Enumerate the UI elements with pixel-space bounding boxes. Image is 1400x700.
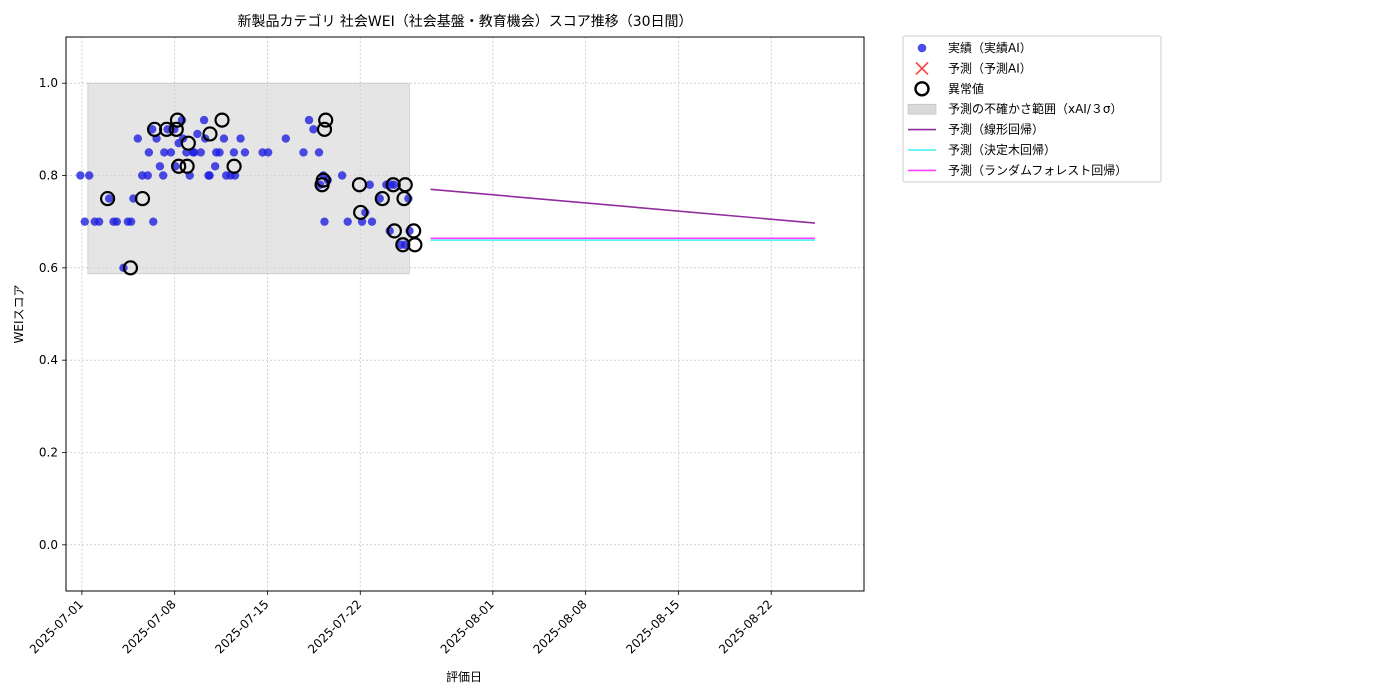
- anomaly-marker: [353, 204, 369, 221]
- anomaly-marker: [202, 126, 218, 142]
- anomaly-marker: [122, 260, 139, 276]
- actual-point: [343, 217, 352, 226]
- actual-point: [159, 171, 168, 180]
- legend-label: 実績（実績AI）: [948, 40, 1032, 55]
- legend-swatch-actual: [917, 43, 927, 53]
- anomaly-marker: [318, 112, 334, 128]
- x-tick-label: 2025-08-22: [716, 597, 775, 656]
- actual-point: [144, 148, 154, 157]
- x-axis-title: 評価日: [446, 669, 482, 684]
- actual-point: [166, 148, 176, 157]
- actual-point: [94, 217, 104, 226]
- actual-point: [240, 148, 250, 157]
- x-tick-label: 2025-07-22: [305, 597, 364, 656]
- legend-label: 予測（予測AI）: [948, 61, 1032, 75]
- actual-point: [375, 194, 384, 203]
- legend-label: 予測（決定木回帰）: [948, 142, 1056, 157]
- actual-point: [210, 162, 220, 171]
- actual-point: [109, 217, 118, 226]
- anomaly-marker: [134, 190, 151, 207]
- anomaly-marker: [169, 112, 186, 128]
- legend-swatch-band: [907, 103, 937, 115]
- y-tick-label: 0.0: [39, 538, 58, 552]
- actual-point: [236, 134, 245, 143]
- y-tick-label: 0.8: [39, 169, 58, 183]
- legend-swatch-forecast: [915, 61, 929, 75]
- actual-point: [193, 129, 202, 139]
- legend-frame: [902, 35, 1162, 183]
- forecast-line: [430, 188, 816, 224]
- actual-point: [281, 134, 291, 143]
- legend-swatch-anomaly: [914, 81, 930, 97]
- y-axis-title: WEIスコア: [12, 285, 26, 344]
- actual-point: [155, 162, 165, 171]
- legend-label: 予測（線形回帰）: [948, 122, 1044, 137]
- legend-label: 予測の不確かさ範囲（xAI/３σ）: [948, 101, 1123, 116]
- x-tick-label: 2025-07-08: [120, 597, 179, 656]
- actual-point: [219, 134, 229, 143]
- anomaly-marker: [159, 121, 175, 137]
- anomaly-marker: [314, 177, 330, 193]
- plot-area: 0.0 0.2 0.4 0.6 0.8 1.0 2025-07-01 2025-07-08 20…: [27, 36, 865, 656]
- actual-point: [263, 148, 273, 157]
- actual-point: [160, 148, 169, 157]
- y-tick-label: 0.2: [39, 446, 58, 460]
- legend-swatch-x-stroke: [915, 61, 929, 75]
- chart-title: 新製品カテゴリ 社会WEI（社会基盤・教育機会）スコア推移（30日間）: [237, 13, 692, 30]
- actual-point: [309, 125, 318, 134]
- y-tick-label: 0.4: [39, 353, 58, 367]
- actual-point: [143, 171, 152, 180]
- actual-point: [196, 148, 205, 157]
- x-tick-label: 2025-07-01: [27, 597, 86, 656]
- anomaly-marker: [351, 177, 368, 193]
- anomaly-marker: [99, 190, 116, 207]
- anomaly-marker: [374, 190, 390, 207]
- actual-point: [229, 148, 239, 157]
- y-tick-label: 1.0: [39, 76, 58, 90]
- actual-point: [189, 148, 199, 157]
- anomaly-marker: [180, 135, 196, 151]
- legend-label: 異常値: [948, 81, 984, 96]
- actual-point: [147, 125, 157, 134]
- plot-frame: [65, 36, 865, 592]
- anomaly-marker: [386, 223, 402, 239]
- actual-point: [314, 148, 324, 157]
- anomaly-marker: [171, 158, 187, 174]
- actual-point: [304, 115, 314, 125]
- actual-point: [76, 171, 85, 180]
- actual-point: [84, 171, 94, 180]
- anomaly-marker: [406, 223, 422, 239]
- anomaly-marker: [168, 121, 184, 137]
- actual-point: [104, 194, 114, 203]
- actual-point: [299, 148, 308, 157]
- actual-point: [212, 148, 221, 157]
- actual-point: [80, 217, 89, 226]
- anomaly-marker: [214, 112, 230, 128]
- anomaly-marker: [396, 190, 412, 207]
- x-tick-label: 2025-08-08: [531, 597, 590, 656]
- x-tick-label: 2025-08-01: [438, 597, 497, 656]
- actual-point: [149, 217, 158, 226]
- anomaly-marker: [316, 121, 333, 137]
- x-tick-label: 2025-08-15: [623, 597, 682, 656]
- anomaly-marker: [179, 158, 195, 174]
- actual-point: [320, 217, 329, 226]
- anomaly-marker: [226, 158, 242, 174]
- actual-point: [205, 171, 214, 180]
- actual-point: [133, 134, 143, 143]
- y-tick-label: 0.6: [39, 261, 58, 275]
- actual-point: [367, 217, 377, 226]
- actual-point: [123, 217, 133, 226]
- actual-point: [400, 240, 410, 249]
- actual-point: [199, 115, 209, 125]
- actual-point: [365, 180, 374, 189]
- legend-label: 予測（ランダムフォレスト回帰）: [948, 162, 1127, 177]
- actual-point: [386, 180, 395, 189]
- actual-point: [337, 171, 347, 180]
- x-tick-label: 2025-07-15: [212, 597, 271, 656]
